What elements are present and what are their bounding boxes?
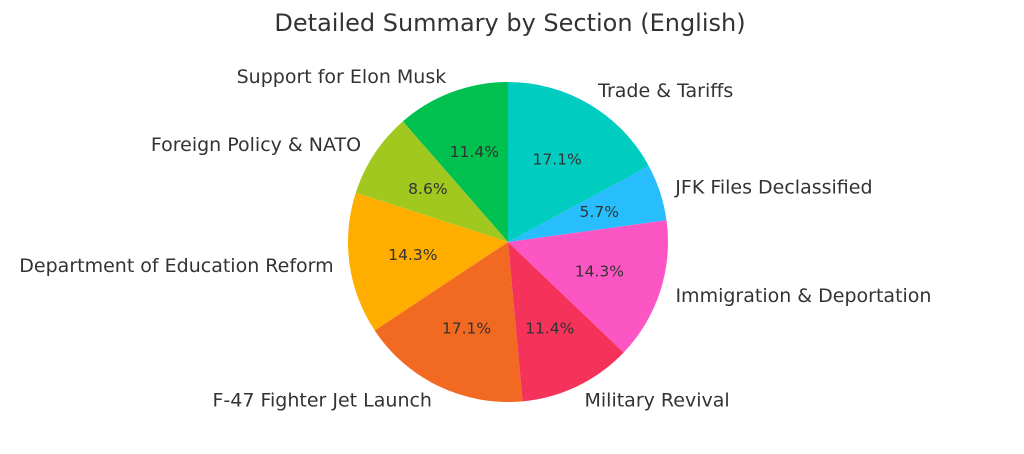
pie-slices	[347, 82, 669, 403]
percent-labels: 11.4% 8.6% 14.3% 17.1% 11.4% 14.3% 5.7% 17.1%	[388, 143, 624, 337]
pie-slice-support-for-elon-musk	[402, 82, 508, 242]
pie-slice-f-47-fighter-jet-launch	[374, 242, 523, 403]
pie-slice-foreign-policy-and-nato	[355, 121, 508, 242]
percent-label-immigration-and-deportation: 14.3%	[575, 263, 624, 281]
slice-label-foreign-policy-and-nato: Foreign Policy & NATO	[151, 134, 361, 156]
pie-slice-jfk-files-declassified	[508, 165, 667, 242]
pie-slice-military-revival	[508, 242, 624, 402]
category-labels: Support for Elon Musk Foreign Policy & NA…	[19, 66, 931, 412]
slice-label-f-47-fighter-jet-launch: F-47 Fighter Jet Launch	[212, 390, 432, 412]
chart-title: Detailed Summary by Section (English)	[274, 9, 745, 37]
percent-label-trade-and-tariffs: 17.1%	[533, 151, 582, 169]
percent-label-support-for-elon-musk: 11.4%	[450, 143, 499, 161]
slice-label-military-revival: Military Revival	[585, 390, 730, 412]
pie-slice-immigration-and-deportation	[508, 220, 669, 353]
percent-label-jfk-files-declassified: 5.7%	[580, 203, 619, 221]
pie-slice-trade-and-tariffs	[508, 82, 649, 242]
slice-label-trade-and-tariffs: Trade & Tariffs	[597, 80, 733, 102]
percent-label-department-of-education-reform: 14.3%	[388, 246, 437, 264]
pie-slice-department-of-education-reform	[347, 192, 508, 331]
slice-label-immigration-and-deportation: Immigration & Deportation	[675, 285, 931, 307]
percent-label-military-revival: 11.4%	[525, 319, 574, 337]
slice-label-jfk-files-declassified: JFK Files Declassified	[674, 176, 872, 198]
slice-label-support-for-elon-musk: Support for Elon Musk	[237, 66, 447, 88]
slice-label-department-of-education-reform: Department of Education Reform	[19, 255, 333, 277]
percent-label-foreign-policy-and-nato: 8.6%	[408, 180, 447, 198]
percent-label-f-47-fighter-jet-launch: 17.1%	[442, 320, 491, 338]
